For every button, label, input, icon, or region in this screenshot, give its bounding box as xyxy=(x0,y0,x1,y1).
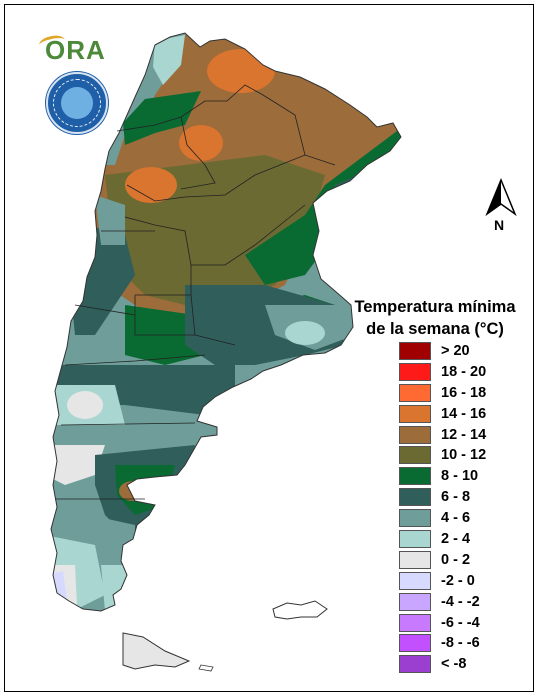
legend-swatch xyxy=(399,592,431,611)
legend-swatch xyxy=(399,467,431,486)
province-borders xyxy=(55,84,336,500)
legend-label: -2 - 0 xyxy=(441,572,475,589)
legend-title: Temperatura mínima de la semana (°C) xyxy=(335,296,533,340)
legend-label: 8 - 10 xyxy=(441,468,479,485)
legend-label: < -8 xyxy=(441,656,467,673)
legend-label: 10 - 12 xyxy=(441,447,487,464)
legend-label: -4 - -2 xyxy=(441,593,480,610)
legend-swatch xyxy=(399,571,431,590)
legend-label: 2 - 4 xyxy=(441,531,471,548)
legend-title-line2: de la semana (°C) xyxy=(366,320,504,338)
legend-label: 4 - 6 xyxy=(441,510,471,527)
legend-swatch xyxy=(399,655,431,674)
legend-swatch xyxy=(399,383,431,402)
north-arrow-icon xyxy=(485,178,517,217)
ora-logo: ORA xyxy=(45,35,106,65)
legend-swatch xyxy=(399,342,431,360)
map-frame: ORA N Temperatura mínima de la semana (°… xyxy=(4,4,534,692)
legend-swatch xyxy=(399,488,431,507)
malvinas-islands xyxy=(272,600,328,620)
tierra-del-fuego xyxy=(122,632,191,670)
legend-swatch xyxy=(399,425,431,444)
legend-swatch xyxy=(399,446,431,465)
legend-swatch xyxy=(399,613,431,632)
seal-center xyxy=(61,87,93,119)
legend-label: 12 - 14 xyxy=(441,426,487,443)
argentina-temperature-map xyxy=(50,32,402,672)
legend-swatch xyxy=(399,404,431,423)
legend-swatch xyxy=(399,362,431,381)
seal-ring xyxy=(53,79,101,127)
legend-label: 18 - 20 xyxy=(441,363,487,380)
legend-label: 6 - 8 xyxy=(441,489,471,506)
north-label: N xyxy=(494,217,505,233)
legend-swatch xyxy=(399,509,431,528)
legend-swatch xyxy=(399,530,431,549)
legend-label: > 20 xyxy=(441,343,470,359)
legend-label: 16 - 18 xyxy=(441,384,487,401)
temperature-field xyxy=(51,33,401,611)
legend-swatch xyxy=(399,550,431,569)
legend-label: 14 - 16 xyxy=(441,405,487,422)
smn-seal-icon xyxy=(46,72,108,134)
legend-label: -6 - -4 xyxy=(441,614,480,631)
legend-label: 0 - 2 xyxy=(441,551,471,568)
legend-label: -8 - -6 xyxy=(441,635,480,652)
legend-swatch xyxy=(399,634,431,653)
legend-title-line1: Temperatura mínima xyxy=(354,298,516,316)
